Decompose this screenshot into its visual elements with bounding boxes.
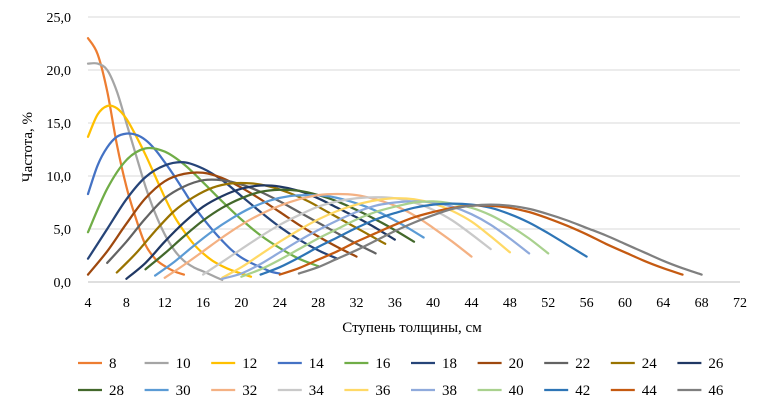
series-line-38 (221, 200, 531, 280)
legend-label-10: 10 (176, 356, 191, 372)
series-lines (86, 37, 703, 282)
legend-label-38: 38 (442, 383, 457, 399)
legend-label-40: 40 (509, 383, 524, 399)
series-line-28 (144, 188, 416, 271)
x-tick-label: 24 (273, 296, 287, 311)
x-tick-label: 60 (618, 296, 632, 311)
y-tick-label: 10,0 (47, 170, 72, 185)
series-line-42 (259, 202, 588, 276)
x-tick-label: 36 (388, 296, 402, 311)
legend-label-8: 8 (109, 356, 117, 372)
x-tick-label: 64 (656, 296, 670, 311)
y-tick-label: 15,0 (47, 117, 72, 132)
y-tick-label: 5,0 (54, 223, 72, 238)
x-tick-label: 12 (158, 296, 172, 311)
series-line-44 (278, 204, 684, 276)
series-line-12 (86, 104, 253, 278)
legend-label-30: 30 (176, 383, 191, 399)
legend-label-32: 32 (242, 383, 257, 399)
legend-label-16: 16 (375, 356, 391, 372)
legend-label-28: 28 (109, 383, 124, 399)
x-tick-label: 48 (503, 296, 517, 311)
y-tick-label: 20,0 (47, 64, 72, 79)
series-line-40 (240, 200, 550, 278)
x-tick-label: 16 (196, 296, 210, 311)
series-line-22 (106, 178, 377, 265)
y-tick-labels: 0,0 5,0 10,0 15,0 20,0 25,0 (47, 11, 72, 291)
legend-label-14: 14 (309, 356, 325, 372)
legend-label-34: 34 (309, 383, 325, 399)
legend-label-36: 36 (375, 383, 391, 399)
series-line-32 (163, 192, 473, 279)
legend-label-26: 26 (708, 356, 724, 372)
legend-label-18: 18 (442, 356, 457, 372)
x-tick-label: 68 (695, 296, 709, 311)
x-tick-label: 4 (85, 296, 92, 311)
y-tick-label: 25,0 (47, 11, 72, 26)
series-line-36 (221, 197, 512, 279)
x-tick-label: 56 (580, 296, 594, 311)
legend-label-44: 44 (642, 383, 658, 399)
legend: 8 10 12 14 16 18 20 22 24 26 28 30 32 34 36 38 40 42 44 46 (78, 356, 724, 399)
x-tick-label: 44 (465, 296, 479, 311)
y-axis-title: Частота, % (20, 112, 36, 182)
x-axis-title: Ступень толщины, см (342, 320, 482, 336)
legend-label-20: 20 (509, 356, 524, 372)
legend-label-12: 12 (242, 356, 257, 372)
legend-label-46: 46 (708, 383, 724, 399)
series-line-46 (297, 203, 703, 276)
x-tick-label: 32 (349, 296, 363, 311)
x-tick-label: 20 (234, 296, 248, 311)
x-tick-label: 52 (541, 296, 555, 311)
x-tick-label: 8 (123, 296, 130, 311)
x-tick-label: 28 (311, 296, 325, 311)
legend-label-24: 24 (642, 356, 658, 372)
series-line-30 (153, 193, 425, 277)
legend-label-42: 42 (575, 383, 590, 399)
y-tick-label: 0,0 (54, 276, 72, 291)
x-tick-label: 40 (426, 296, 440, 311)
series-line-34 (201, 196, 492, 276)
series-line-10 (86, 62, 224, 282)
series-line-16 (86, 146, 320, 268)
x-tick-labels: 4 8 12 16 20 24 28 32 36 40 44 48 52 56 60 64 68 72 (85, 296, 748, 311)
legend-label-22: 22 (575, 356, 590, 372)
x-tick-label: 72 (733, 296, 747, 311)
